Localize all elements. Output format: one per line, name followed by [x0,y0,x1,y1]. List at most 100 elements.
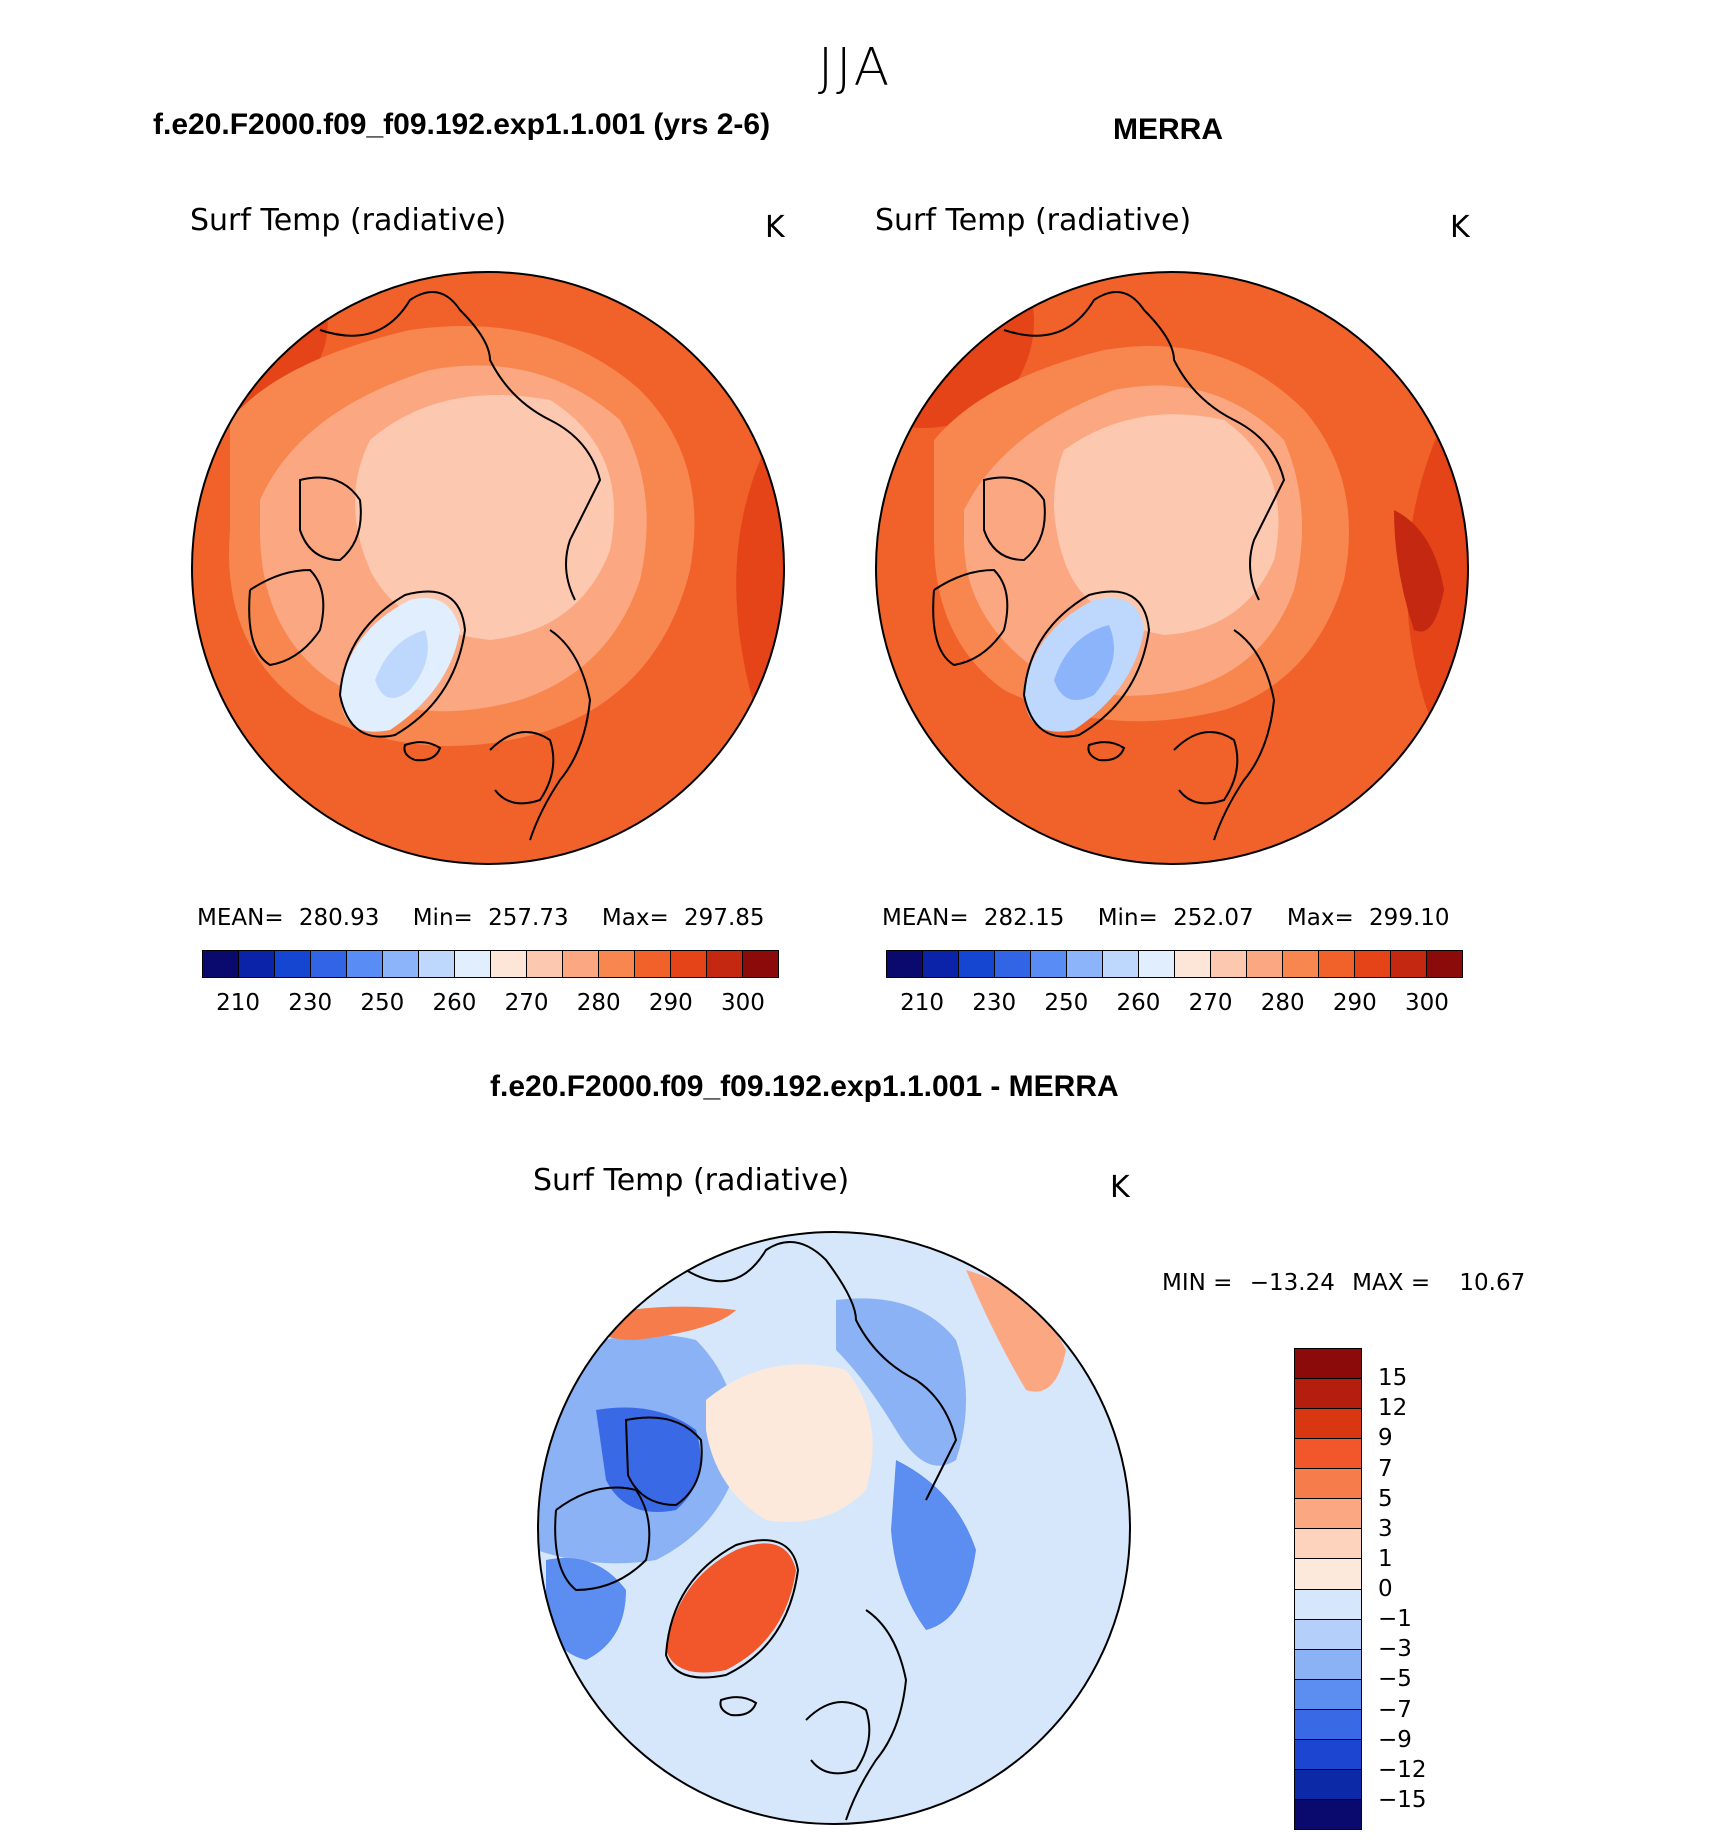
diff-colorbar-tick-label: 0 [1378,1576,1393,1602]
diff-coastline-europe [845,1609,908,1821]
obs-colorbar-tick-label: 290 [1332,990,1377,1016]
obs-colorbar-box-2 [959,951,995,977]
diff-colorbar-tick-label: −1 [1378,1606,1412,1633]
obs-coastline-greenland [1022,590,1151,738]
obs-colorbar-box-15 [1427,951,1462,977]
model-colorbar-tick-label: 260 [432,990,477,1016]
diff-arctic-slight-warm [706,1364,873,1522]
obs-colorbar [886,950,1463,978]
diff-colorbar-tick-label: 1 [1378,1545,1393,1572]
obs-coastline-europe [1213,629,1276,841]
model-colorbar-box-8 [491,951,527,977]
model-coastline-greenland [338,590,467,738]
diff-map-boundary [537,1231,1131,1825]
model-greenland-core [375,630,428,698]
obs-units-label: K [1450,210,1470,245]
obs-colorbar-box-10 [1247,951,1283,977]
obs-colorbar-box-6 [1103,951,1139,977]
diff-colorbar-tick-label: −9 [1378,1726,1412,1753]
model-colorbar-tick-label: 270 [504,990,549,1016]
model-colorbar-box-7 [455,951,491,977]
diff-coastline-canada [554,1486,651,1592]
model-colorbar-box-14 [707,951,743,977]
diff-cold-bias-europe [891,1460,976,1630]
diff-colorbar-box-12 [1295,1709,1361,1740]
obs-colorbar-box-13 [1355,951,1391,977]
obs-colorbar-box-14 [1391,951,1427,977]
diff-colorbar-box-2 [1295,1409,1361,1440]
diff-colorbar-box-15 [1295,1799,1361,1829]
diff-colorbar-box-13 [1295,1739,1361,1770]
diff-colorbar-tick-label: −3 [1378,1636,1412,1663]
model-colorbar-tick-label: 280 [576,990,621,1016]
model-colorbar [202,950,779,978]
obs-map-boundary [875,271,1469,865]
diff-variable-label: Surf Temp (radiative) [533,1163,850,1198]
diff-max-label: MAX = [1352,1270,1431,1296]
diff-colorbar [1294,1348,1362,1830]
model-min-label: Min= [412,905,473,931]
model-colorbar-ticks: 210 230 250 260 270 280 290 300 [202,990,779,1020]
diff-colorbar-tick-label: 5 [1378,1485,1393,1512]
obs-coastline-canada [932,568,1009,667]
model-coastline-canada [248,568,325,667]
obs-max-label: Max= [1286,905,1354,931]
obs-mean-label: MEAN= [882,905,969,931]
obs-colorbar-tick-label: 250 [1044,990,1089,1016]
model-colorbar-box-12 [635,951,671,977]
obs-colorbar-tick-label: 280 [1260,990,1305,1016]
diff-min-label: MIN = [1162,1270,1233,1296]
diff-colorbar-tick-label: 3 [1378,1515,1393,1542]
model-colorbar-box-6 [419,951,455,977]
obs-stats: MEAN= 282.15 Min= 252.07 Max= 299.10 [882,905,1450,931]
diff-colorbar-box-7 [1295,1559,1361,1590]
model-mean-label: MEAN= [197,905,284,931]
obs-colorbar-box-7 [1139,951,1175,977]
model-coastline-scandinavia [489,731,555,805]
diff-colorbar-tick-label: −15 [1378,1786,1427,1813]
model-map-boundary [191,271,785,865]
diff-colorbar-ticks: 15 12 9 7 5 3 1 0 −1 −3 −5 −7 −9 −12 −15 [1378,1348,1458,1830]
diff-coastline-iceland [719,1696,758,1717]
model-colorbar-box-9 [527,951,563,977]
diff-colorbar-box-4 [1295,1469,1361,1500]
obs-colorbar-ticks: 210 230 250 260 270 280 290 300 [886,990,1463,1020]
diff-colorbar-tick-label: 15 [1378,1365,1408,1392]
diff-colorbar-tick-label: −7 [1378,1696,1412,1723]
diff-strong-cold-canada [596,1407,701,1512]
obs-colorbar-box-5 [1067,951,1103,977]
obs-polar-map [875,271,1469,865]
model-coastline-archipelago [299,476,362,562]
diff-colorbar-box-9 [1295,1619,1361,1650]
diff-colorbar-box-3 [1295,1439,1361,1470]
obs-colorbar-tick-label: 300 [1404,990,1449,1016]
obs-min-label: Min= [1097,905,1158,931]
model-colorbar-box-10 [563,951,599,977]
season-title: JJA [817,38,893,98]
model-mean-value: 280.93 [298,905,380,931]
obs-colorbar-tick-label: 260 [1116,990,1161,1016]
diff-polar-map [537,1231,1131,1825]
obs-mean-value: 282.15 [983,905,1065,931]
obs-coastline-asia [1003,291,1286,601]
model-coastline-iceland [403,741,442,762]
diff-coastline-asia [685,1241,958,1501]
model-arctic-ocean [355,395,614,640]
diff-colorbar-tick-label: 9 [1378,1425,1393,1452]
diff-colorbar-box-14 [1295,1769,1361,1800]
obs-variable-label: Surf Temp (radiative) [875,203,1192,238]
model-colorbar-box-5 [383,951,419,977]
obs-min-value: 252.07 [1173,905,1254,931]
obs-colorbar-box-9 [1211,951,1247,977]
model-colorbar-box-1 [239,951,275,977]
obs-case-title: MERRA [1113,113,1223,146]
diff-stats: MIN = −13.24 MAX = 10.67 [1162,1270,1525,1296]
model-colorbar-tick-label: 210 [216,990,261,1016]
obs-colorbar-box-12 [1319,951,1355,977]
obs-greenland-core [1054,625,1114,700]
model-polar-map [191,271,785,865]
diff-colorbar-tick-label: 12 [1378,1395,1408,1422]
diff-units-label: K [1110,1170,1130,1205]
obs-coastline-iceland [1087,741,1126,762]
diff-colorbar-tick-label: 7 [1378,1455,1393,1482]
